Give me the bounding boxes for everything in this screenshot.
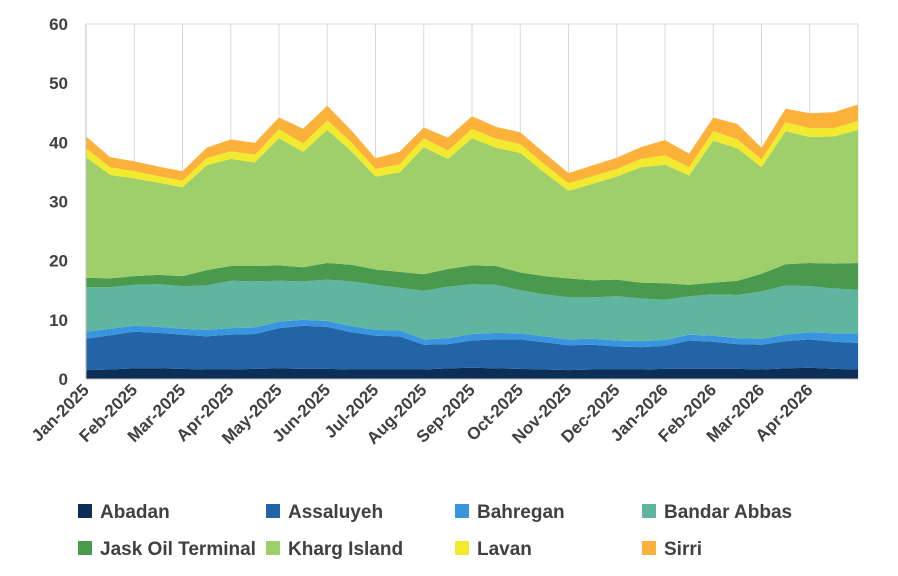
legend-label: Sirri: [664, 539, 702, 560]
legend-item-abadan: Abadan: [78, 502, 170, 523]
area-abadan: [86, 367, 858, 379]
legend-label: Abadan: [100, 502, 170, 523]
legend-swatch: [78, 504, 92, 518]
legend-swatch: [455, 504, 469, 518]
legend-item-bahregan: Bahregan: [455, 502, 565, 523]
legend-swatch: [642, 504, 656, 518]
legend-item-sirri: Sirri: [642, 539, 702, 560]
legend-item-bandar-abbas: Bandar Abbas: [642, 502, 792, 523]
legend-item-jask-oil-terminal: Jask Oil Terminal: [78, 539, 256, 560]
area-series: [86, 104, 858, 379]
legend-label: Kharg Island: [288, 539, 403, 560]
area-lavan: [86, 120, 858, 191]
y-tick-label: 50: [49, 74, 68, 93]
area-bahregan: [86, 319, 858, 348]
area-jask-oil-terminal: [86, 263, 858, 300]
area-sirri: [86, 104, 858, 184]
y-tick-label: 60: [49, 15, 68, 34]
legend: Abadan Assaluyeh Bahregan Bandar Abbas Jask …: [78, 502, 792, 560]
legend-swatch: [642, 541, 656, 555]
y-tick-label: 40: [49, 133, 68, 152]
y-tick-label: 20: [49, 252, 68, 271]
area-bandar-abbas: [86, 279, 858, 342]
legend-swatch: [266, 504, 280, 518]
legend-swatch: [455, 541, 469, 555]
legend-swatch: [78, 541, 92, 555]
legend-item-assaluyeh: Assaluyeh: [266, 502, 383, 523]
legend-label: Jask Oil Terminal: [100, 539, 256, 560]
y-tick-label: 10: [49, 311, 68, 330]
legend-label: Bahregan: [477, 502, 565, 523]
y-tick-label: 0: [59, 370, 68, 389]
legend-label: Lavan: [477, 539, 532, 560]
legend-label: Assaluyeh: [288, 502, 383, 523]
y-tick-label: 30: [49, 193, 68, 212]
legend-swatch: [266, 541, 280, 555]
legend-label: Bandar Abbas: [664, 502, 792, 523]
area-kharg-island: [86, 129, 858, 285]
legend-item-lavan: Lavan: [455, 539, 532, 560]
area-assaluyeh: [86, 325, 858, 371]
legend-item-kharg-island: Kharg Island: [266, 539, 403, 560]
